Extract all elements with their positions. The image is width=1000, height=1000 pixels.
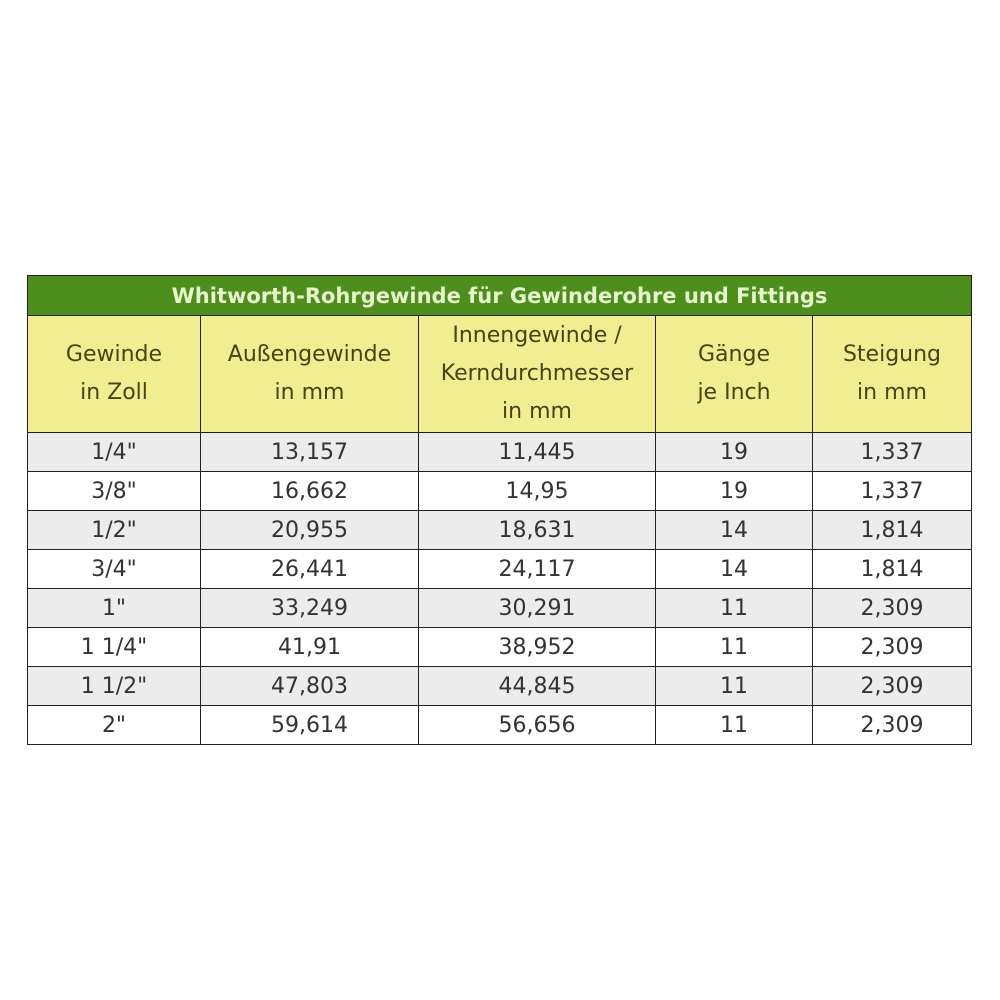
column-header-line: in Zoll (80, 380, 148, 405)
table-cell: 1 1/4" (27, 627, 201, 667)
table-cell: 56,656 (418, 705, 656, 745)
table-cell: 59,614 (200, 705, 419, 745)
column-header: Gänge je Inch (655, 315, 813, 433)
table-cell: 2,309 (811, 588, 973, 628)
table-cell: 2,309 (811, 666, 973, 706)
column-header-line: Gewinde (65, 342, 163, 367)
table-cell: 20,955 (200, 510, 419, 550)
table-cell: 11 (655, 627, 813, 667)
table-row: 1" 33,249 30,291 11 2,309 (27, 588, 973, 628)
table-cell: 1,814 (811, 549, 973, 589)
table-row: 1 1/2" 47,803 44,845 11 2,309 (27, 666, 973, 706)
table-cell: 14,95 (418, 471, 656, 511)
table-row: 1 1/4" 41,91 38,952 11 2,309 (27, 627, 973, 667)
table-cell: 13,157 (200, 432, 419, 472)
column-header-line: in mm (857, 380, 927, 405)
table-cell: 38,952 (418, 627, 656, 667)
table-cell: 33,249 (200, 588, 419, 628)
table-cell: 11 (655, 666, 813, 706)
thread-table: Whitworth-Rohrgewinde für Gewinderohre u… (26, 275, 973, 745)
header-row: Gewinde in Zoll Außengewinde in mm Innengewi… (27, 315, 973, 433)
table-cell: 1,337 (811, 471, 973, 511)
table-cell: 11 (655, 705, 813, 745)
column-header-line: Kerndurchmesser (440, 361, 634, 386)
table-cell: 1,814 (811, 510, 973, 550)
table-body: 1/4" 13,157 11,445 19 1,337 3/8" 16,662 14,95 19… (27, 432, 973, 745)
table-cell: 1 1/2" (27, 666, 201, 706)
table-cell: 1" (27, 588, 201, 628)
table-cell: 1/4" (27, 432, 201, 472)
table-cell: 2" (27, 705, 201, 745)
table-cell: 19 (655, 432, 813, 472)
table-cell: 44,845 (418, 666, 656, 706)
table-cell: 30,291 (418, 588, 656, 628)
table-cell: 3/4" (27, 549, 201, 589)
table-row: 3/8" 16,662 14,95 19 1,337 (27, 471, 973, 511)
table-cell: 2,309 (811, 705, 973, 745)
table-cell: 1,337 (811, 432, 973, 472)
table-cell: 47,803 (200, 666, 419, 706)
table-cell: 41,91 (200, 627, 419, 667)
table-title: Whitworth-Rohrgewinde für Gewinderohre u… (26, 275, 973, 316)
table-row: 3/4" 26,441 24,117 14 1,814 (27, 549, 973, 589)
column-header-line: Innengewinde / (452, 323, 622, 348)
column-header: Innengewinde / Kerndurchmesser in mm (418, 315, 656, 433)
table-cell: 19 (655, 471, 813, 511)
table-cell: 11 (655, 588, 813, 628)
table-cell: 24,117 (418, 549, 656, 589)
column-header-line: Gänge (698, 342, 770, 367)
table-row: 1/2" 20,955 18,631 14 1,814 (27, 510, 973, 550)
table-row: 1/4" 13,157 11,445 19 1,337 (27, 432, 973, 472)
column-header-line: in mm (274, 380, 345, 405)
table-cell: 3/8" (27, 471, 201, 511)
table-row: 2" 59,614 56,656 11 2,309 (27, 705, 973, 745)
column-header: Gewinde in Zoll (27, 315, 201, 433)
column-header: Außengewinde in mm (200, 315, 419, 433)
table-cell: 11,445 (418, 432, 656, 472)
table-cell: 26,441 (200, 549, 419, 589)
column-header-line: je Inch (697, 380, 771, 405)
column-header-line: Steigung (842, 342, 942, 367)
table-cell: 18,631 (418, 510, 656, 550)
table-cell: 14 (655, 549, 813, 589)
table-cell: 16,662 (200, 471, 419, 511)
column-header-line: Außengewinde (227, 342, 392, 367)
table-cell: 1/2" (27, 510, 201, 550)
table-cell: 2,309 (811, 627, 973, 667)
column-header-line: in mm (502, 399, 572, 424)
column-header: Steigung in mm (811, 315, 973, 433)
table-cell: 14 (655, 510, 813, 550)
